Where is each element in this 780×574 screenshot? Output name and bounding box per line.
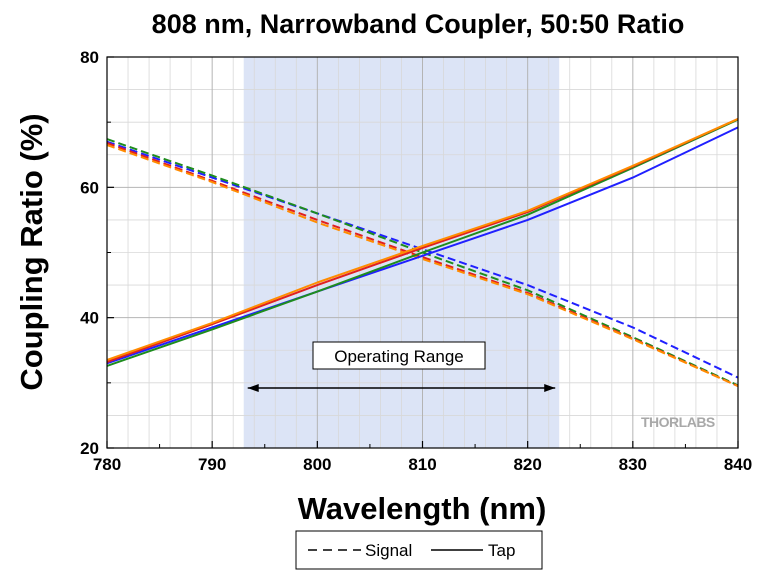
arrow-left-head-icon <box>247 384 259 393</box>
x-tick-label: 780 <box>93 455 121 474</box>
y-axis-label: Coupling Ratio (%) <box>14 113 49 390</box>
tap-series-line-5 <box>106 118 739 367</box>
tap-series-line-4 <box>106 126 739 365</box>
y-tick-label: 40 <box>80 309 99 328</box>
signal-series-line-1 <box>106 138 739 387</box>
operating-range-label: Operating Range <box>334 347 463 366</box>
y-tick-label: 60 <box>80 178 99 197</box>
x-axis-label: Wavelength (nm) <box>298 491 547 526</box>
legend-tap-label: Tap <box>488 541 515 560</box>
signal-series-line-3 <box>106 144 739 388</box>
legend-signal-label: Signal <box>365 541 412 560</box>
chart-title: 808 nm, Narrowband Coupler, 50:50 Ratio <box>152 9 685 39</box>
x-tick-label: 840 <box>724 455 752 474</box>
plot-area: 780 790 800 810 820 830 840 20 40 60 80 Operating R… <box>80 48 752 474</box>
x-tick-label: 810 <box>408 455 436 474</box>
signal-series-line-2 <box>106 142 739 388</box>
signal-series-line-0 <box>106 140 739 379</box>
y-tick-label: 20 <box>80 439 99 458</box>
legend-box <box>295 530 543 570</box>
x-tick-label: 790 <box>198 455 226 474</box>
x-tick-label: 830 <box>619 455 647 474</box>
tap-series-line-7 <box>106 117 739 361</box>
operating-range-label-box <box>312 341 486 370</box>
legend: Signal Tap <box>295 530 543 570</box>
arrow-right-head-icon <box>544 384 556 393</box>
x-tick-label: 820 <box>513 455 541 474</box>
x-tick-label: 800 <box>303 455 331 474</box>
thorlabs-watermark: THORLABS <box>641 414 715 430</box>
y-tick-label: 80 <box>80 48 99 67</box>
